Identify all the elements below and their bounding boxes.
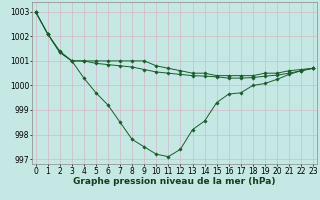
X-axis label: Graphe pression niveau de la mer (hPa): Graphe pression niveau de la mer (hPa) — [73, 177, 276, 186]
